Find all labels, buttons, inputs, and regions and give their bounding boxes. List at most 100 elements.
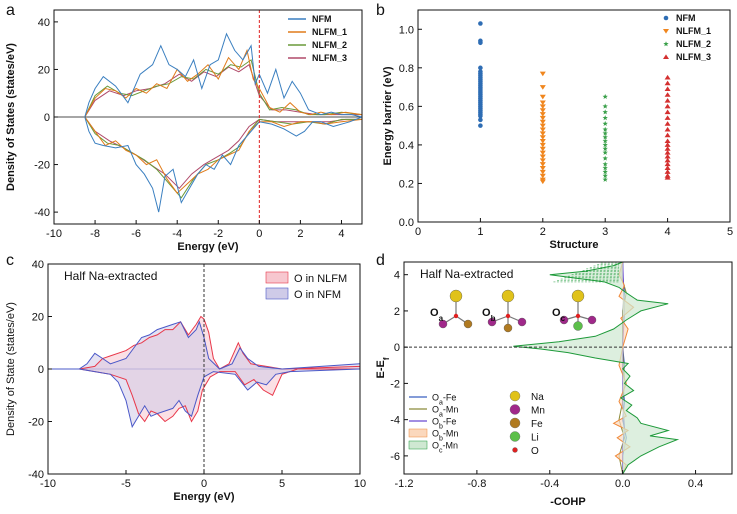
legend-label: Oc-Mn [432, 441, 458, 455]
legend-label-tail: -Fe [443, 393, 457, 403]
data-point-nlfm_2 [602, 172, 608, 179]
data-point-nlfm_3 [664, 126, 671, 132]
legend-label: O in NLFM [294, 273, 347, 285]
legend-swatch [265, 271, 289, 284]
y-tick-label: -4 [390, 415, 400, 427]
plot-frame [403, 261, 733, 475]
data-point-nlfm_2 [602, 149, 608, 155]
data-point-nlfm_1 [539, 179, 546, 185]
data-point-nlfm_2 [602, 161, 608, 167]
data-point-nlfm_3 [664, 121, 671, 126]
data-point-nfm [478, 123, 483, 128]
panel-c-chart: -10 -5 0 5 10 -40 -20 0 20 40 Half Na-extracted E… [5, 259, 366, 503]
series-area-down [79, 369, 360, 427]
y-tick-label: -2 [390, 378, 400, 390]
legend-label: NLFM_2 [312, 40, 347, 50]
x-tick-label: -5 [121, 478, 131, 490]
legend-label: Ob-Fe [432, 417, 456, 431]
plot-frame [417, 9, 731, 223]
y-tick-label: 0.8 [399, 63, 414, 75]
atom-legend-marker [509, 404, 521, 415]
legend: NFM NLFM_1 NLFM_2 NLFM_3 [663, 13, 711, 62]
y-tick-label: 40 [32, 259, 44, 271]
series-line-nlfm_2-down [84, 116, 362, 199]
legend-label-tail: -Fe [443, 417, 457, 427]
x-axis-label: -COHP [550, 496, 585, 508]
data-point-nlfm_3 [664, 161, 671, 167]
atom-legend-label: Mn [531, 406, 545, 417]
data-point-nlfm_3 [664, 115, 671, 120]
data-point-nlfm_1 [539, 108, 546, 113]
atom-mn [559, 315, 569, 325]
y-tick-label: -20 [28, 417, 44, 429]
data-point-nlfm_1 [539, 146, 546, 152]
x-tick-label: 0 [201, 478, 207, 490]
data-point-nlfm_1 [539, 112, 546, 117]
x-tick-label: 4 [665, 226, 671, 238]
data-point-nlfm_2 [602, 176, 608, 182]
data-point-nlfm_2 [602, 115, 608, 121]
data-point-nfm [478, 117, 483, 123]
x-tick-label: 0.4 [688, 478, 703, 490]
y-tick-label: 2 [394, 306, 400, 318]
series-line-nfm-down [84, 116, 362, 213]
legend-label-sub: b [439, 423, 443, 430]
atom-o [453, 313, 459, 319]
data-point-nlfm_1 [539, 85, 546, 90]
x-tick-label: -6 [131, 228, 141, 240]
data-point-nlfm_3 [664, 153, 671, 159]
y-tick-label: -40 [28, 469, 44, 481]
data-point-nlfm_1 [539, 142, 546, 148]
data-point-nlfm_3 [664, 80, 671, 86]
x-tick-label: -2 [213, 228, 223, 240]
structure-fragments: Oa Ob Oc [430, 289, 597, 333]
panel-label-d: d [376, 252, 385, 269]
x-tick-label: 0 [256, 228, 262, 240]
legend-label: NLFM_2 [676, 39, 711, 49]
series-line-up [78, 320, 360, 370]
y-tick-label: 0 [38, 364, 44, 376]
y-tick-label: 0 [44, 112, 50, 124]
panel-label-c: c [6, 252, 14, 269]
y-axis-label: E-Ef [375, 357, 391, 378]
y-axis-label: Density of States (states/eV) [5, 43, 17, 191]
data-point-nlfm_2 [602, 138, 608, 144]
atom-legend-label: O [531, 446, 539, 457]
data-point-nlfm_2 [602, 165, 608, 171]
data-point-nlfm_1 [539, 115, 546, 121]
data-point-nlfm_3 [664, 74, 671, 80]
data-point-nlfm_2 [602, 126, 608, 132]
data-point-nfm [478, 21, 483, 26]
structure-label: Ob [482, 307, 496, 323]
data-point-nlfm_1 [539, 104, 546, 109]
data-point-nlfm_1 [539, 135, 546, 140]
legend-label: NLFM_1 [312, 27, 347, 37]
legend-label-main: O [432, 441, 439, 451]
legend-label: Ob-Mn [432, 429, 458, 443]
panel-label-b: b [376, 2, 385, 19]
series-line-nlfm_1-down [84, 116, 362, 194]
atom-legend: Na Mn Fe Li O [509, 390, 545, 457]
atom-mn [587, 315, 597, 325]
series-line-nlfm_2-up [84, 59, 362, 118]
x-tick-label: 2 [297, 228, 303, 240]
atom-na [501, 289, 515, 303]
legend-label: Oa-Fe [432, 393, 456, 407]
y-tick-label: 1.0 [399, 24, 414, 36]
atom-legend-marker [509, 431, 521, 442]
data-point-nlfm_1 [539, 94, 546, 100]
x-tick-label: 10 [354, 478, 366, 490]
data-point-nlfm_1 [539, 131, 546, 136]
x-tick-label: 2 [540, 226, 546, 238]
data-point-nlfm_3 [664, 92, 671, 97]
legend-label: Oa-Mn [432, 405, 458, 419]
data-point-nlfm_1 [539, 166, 546, 171]
y-tick-label: 0.6 [399, 101, 414, 113]
structure-label: Oc [552, 307, 566, 323]
legend-label-tail: -Mn [443, 405, 459, 415]
data-point-nlfm_1 [539, 71, 546, 77]
legend-label-tail: -Mn [443, 441, 459, 451]
y-tick-label: 20 [32, 312, 44, 324]
